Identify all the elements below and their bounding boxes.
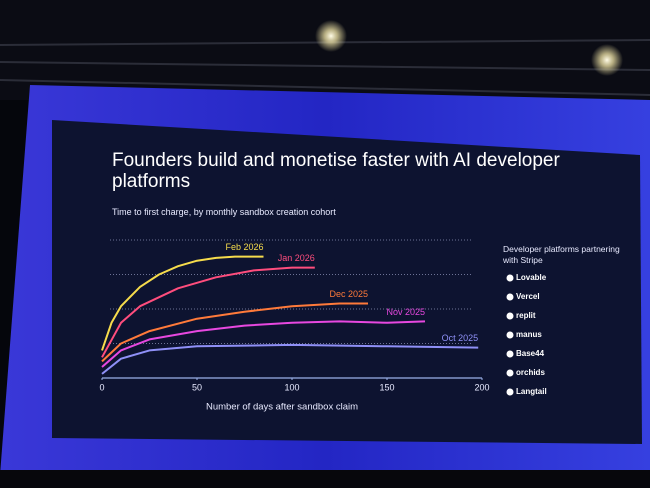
series-label: Jan 2026 — [278, 253, 315, 263]
chart-subtitle: Time to first charge, by monthly sandbox… — [112, 207, 336, 217]
platform-icon — [506, 350, 514, 358]
stage-light — [591, 44, 623, 76]
platform-icon — [506, 388, 514, 396]
series-label: Nov 2025 — [386, 307, 425, 317]
platform-name: Base44 — [516, 349, 545, 358]
x-tick-label: 0 — [99, 382, 104, 392]
x-tick-label: 150 — [379, 382, 394, 392]
series-line — [101, 266, 315, 358]
x-tick-label: 100 — [284, 382, 299, 392]
platform-name: Lovable — [516, 273, 547, 282]
x-axis-label: Number of days after sandbox claim — [206, 402, 358, 413]
platform-icon — [506, 274, 514, 282]
series-label: Oct 2025 — [442, 333, 479, 343]
series-line — [101, 320, 426, 368]
slide — [52, 120, 642, 444]
x-tick-label: 50 — [192, 382, 202, 392]
series-line — [101, 255, 264, 351]
series-line — [101, 343, 479, 375]
series-line — [101, 302, 368, 363]
series-label: Dec 2025 — [329, 289, 368, 299]
platform-icon — [506, 293, 514, 301]
chart-title: Founders build and monetise faster with … — [112, 150, 560, 192]
series-label: Feb 2026 — [225, 242, 263, 252]
platform-name: Langtail — [516, 387, 547, 396]
platform-icon — [506, 331, 514, 339]
platform-name: manus — [516, 330, 542, 339]
platform-name: orchids — [516, 368, 545, 377]
platform-icon — [506, 369, 514, 377]
plot: 0 50 100 150 200 Number of days after sandbox… — [99, 239, 547, 413]
x-tick-label: 200 — [474, 382, 489, 392]
platform-name: Vercel — [516, 292, 540, 301]
platform-icon — [506, 312, 514, 320]
legend-title: Developer platforms partnering with Stri… — [503, 244, 620, 265]
stage-light — [315, 20, 347, 52]
platform-name: replit — [516, 311, 536, 320]
floor — [0, 470, 650, 488]
